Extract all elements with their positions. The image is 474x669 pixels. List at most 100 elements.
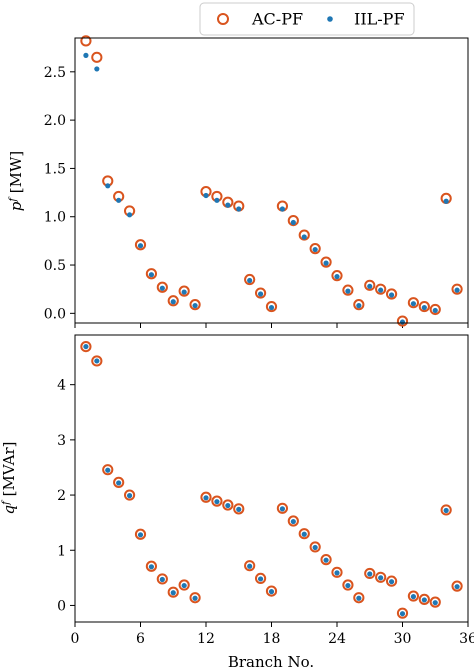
p-ac-pf-point (178, 285, 190, 297)
q-ac-pf-point (254, 572, 267, 584)
legend-ac-pf-label: AC-PF (251, 10, 303, 29)
q-ac-pf-point (102, 464, 114, 476)
p-ac-pf-point (396, 315, 409, 327)
p-ac-pf-point (385, 288, 398, 300)
q-axes-frame (74, 334, 469, 623)
q-iil-pf-point (345, 582, 351, 589)
q-ac-pf-point (298, 528, 310, 540)
q-ac-pf-point (156, 573, 168, 585)
p-ac-pf-point (298, 229, 310, 241)
p-iil-pf-point (203, 192, 209, 199)
p-iil-pf-point (137, 243, 144, 249)
p-ac-pf-point (309, 243, 321, 255)
p-iil-pf-point (334, 274, 340, 280)
p-ac-pf-point (254, 287, 267, 299)
q-ac-pf-point (440, 504, 452, 516)
p-iil-pf-point (268, 304, 275, 311)
p-ac-pf-point (418, 300, 430, 313)
q-iil-pf-point (257, 576, 264, 582)
p-iil-pf-point (148, 272, 155, 278)
p-iil-pf-point (443, 198, 449, 204)
q-iil-pf-point (388, 579, 395, 585)
p-ytick-label: 1.0 (44, 210, 66, 226)
p-iil-pf-point (388, 292, 395, 298)
q-ac-pf-point (134, 528, 147, 540)
p-iil-pf-point (214, 197, 220, 203)
q-ac-pf-point (451, 580, 463, 592)
q-ac-pf-point (145, 560, 158, 572)
p-iil-pf-point (454, 287, 460, 293)
q-ac-pf-point (396, 607, 409, 619)
q-xlabel: Branch No. (228, 653, 314, 669)
p-ytick-label: 2.5 (44, 65, 66, 81)
p-ac-pf-point (320, 256, 332, 268)
p-ac-pf-point (91, 51, 103, 63)
q-iil-pf-point (432, 600, 438, 606)
p-ac-pf-point (80, 35, 92, 47)
q-iil-pf-point (399, 611, 406, 617)
q-iil-pf-point (105, 467, 111, 473)
p-ytick-label: 1.5 (44, 161, 66, 177)
p-iil-pf-point (236, 206, 242, 212)
p-iil-pf-point (301, 234, 307, 240)
legend-ac-pf-marker (217, 13, 229, 25)
p-iil-pf-point (257, 291, 264, 297)
q-iil-pf-point (214, 499, 220, 505)
q-ac-pf-point (418, 593, 430, 605)
q-iil-pf-point (170, 590, 176, 596)
p-ytick-label: 0.5 (44, 258, 66, 274)
q-iil-pf-point (203, 495, 209, 501)
q-ac-pf-point (331, 566, 343, 578)
p-iil-pf-point (290, 219, 296, 226)
q-ylabel: qf [MVAr] (0, 442, 18, 515)
legend: AC-PF IIL-PF (199, 2, 415, 36)
p-ac-pf-point (331, 270, 343, 282)
q-ac-pf-point (309, 541, 321, 553)
q-xtick-label: 36 (459, 631, 474, 647)
q-ac-pf-point (113, 476, 125, 488)
q-xtick-label: 0 (71, 631, 80, 647)
q-ac-pf-point (287, 515, 299, 527)
q-iil-pf-point (94, 358, 100, 364)
p-iil-pf-point (126, 212, 133, 218)
chart-p: 0.0 0.5 1.0 1.5 2.0 2.5 pf [MW] (7, 35, 469, 328)
p-iil-pf-point (367, 283, 373, 289)
q-iil-pf-point (137, 532, 144, 538)
q-ac-pf-point (385, 575, 398, 587)
q-ac-pf-point (233, 503, 245, 515)
p-ytick-label: 2.0 (44, 113, 66, 129)
q-iil-pf-point (247, 563, 253, 569)
q-iil-pf-point (159, 576, 165, 583)
q-iil-pf-point (410, 594, 417, 600)
q-xtick-label: 30 (394, 631, 412, 647)
q-iil-pf-point (367, 571, 373, 577)
q-iil-pf-point (126, 493, 133, 499)
p-iil-pf-point (279, 206, 286, 212)
p-ac-pf-point (375, 283, 387, 295)
q-ac-pf-point (91, 355, 103, 367)
q-iil-pf-point (236, 506, 242, 513)
p-iil-pf-point (159, 285, 165, 291)
legend-iil-pf-label: IIL-PF (354, 10, 405, 29)
q-iil-pf-point (378, 575, 384, 581)
q-iil-pf-point (454, 584, 460, 590)
q-xtick-label: 12 (197, 631, 215, 647)
q-iil-pf-point (148, 564, 155, 570)
q-ac-pf-point (407, 590, 420, 602)
q-ac-pf-point (80, 340, 92, 353)
q-iil-pf-point (290, 518, 296, 525)
p-ac-pf-point (145, 268, 158, 280)
q-ac-pf-point (244, 560, 256, 572)
q-iil-pf-point (323, 557, 329, 563)
q-ac-pf-point (429, 596, 441, 608)
q-ac-pf-point (200, 491, 212, 503)
p-iil-pf-point (116, 197, 122, 203)
q-ytick-label: 3 (57, 433, 66, 449)
p-iil-pf-point (247, 277, 253, 284)
p-ac-pf-point (287, 214, 299, 227)
p-iil-pf-point (432, 307, 438, 314)
p-ytick-label: 0.0 (44, 306, 66, 322)
q-iil-pf-point (301, 531, 307, 537)
